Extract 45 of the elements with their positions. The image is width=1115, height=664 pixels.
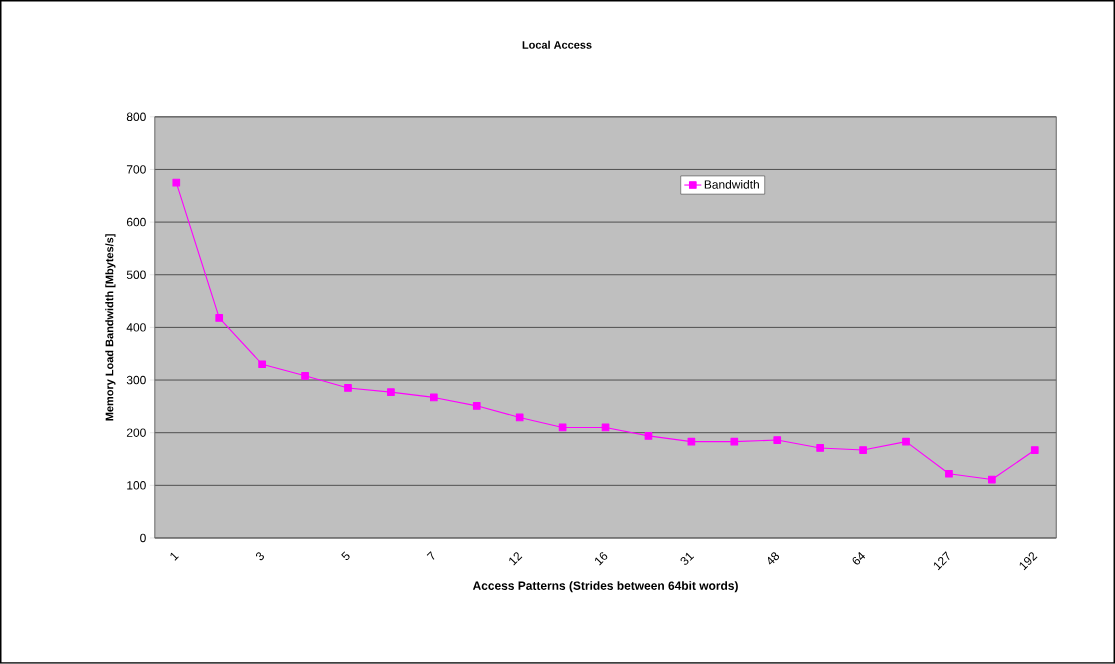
x-tick-label: 127 <box>933 551 950 571</box>
x-tick-label: 7 <box>426 551 435 560</box>
point <box>730 437 739 446</box>
point <box>988 475 996 484</box>
x-tick-label: 31 <box>680 552 695 565</box>
point <box>687 437 696 446</box>
point <box>558 423 567 432</box>
x-tick-label: 1 <box>170 552 179 561</box>
y-tick-label: 0 <box>140 533 146 543</box>
y-tick-label: 600 <box>126 217 146 227</box>
y-tick-label: 800 <box>126 112 146 122</box>
point <box>472 402 481 410</box>
point <box>301 372 309 380</box>
x-tick-label: 12 <box>509 552 523 566</box>
point <box>172 178 181 187</box>
point <box>816 444 824 452</box>
y-tick-label: 300 <box>126 375 146 385</box>
y-tick-label: 100 <box>127 481 146 490</box>
x-tick-label: 64 <box>852 552 866 565</box>
x-tick-label: 192 <box>1019 552 1038 571</box>
point <box>430 393 438 402</box>
point <box>945 470 953 478</box>
point <box>344 384 352 392</box>
point <box>387 388 395 397</box>
x-tick-label: 5 <box>341 551 350 561</box>
x-axis-title: Access Patterns (Strides between 64bit words) <box>472 581 738 593</box>
point <box>515 413 524 422</box>
x-tick-label: 16 <box>595 552 608 566</box>
x-tick-label: 3 <box>256 552 264 561</box>
y-axis-title: Memory Load Bandwidth [Mbytes/s] <box>105 234 116 421</box>
point <box>859 446 867 454</box>
y-tick-label: 500 <box>126 270 146 280</box>
point <box>601 423 610 432</box>
point <box>644 432 653 440</box>
point <box>773 436 782 444</box>
y-tick-label: 700 <box>126 165 146 174</box>
point <box>1030 446 1039 454</box>
y-tick-label: 200 <box>126 428 146 438</box>
point <box>258 360 266 369</box>
point <box>215 314 224 322</box>
y-tick-label: 400 <box>126 323 146 332</box>
legend-label: Bandwidth <box>704 180 759 189</box>
x-tick-label: 48 <box>767 552 780 565</box>
point <box>902 437 910 446</box>
chart-title: Local Access <box>522 40 592 49</box>
